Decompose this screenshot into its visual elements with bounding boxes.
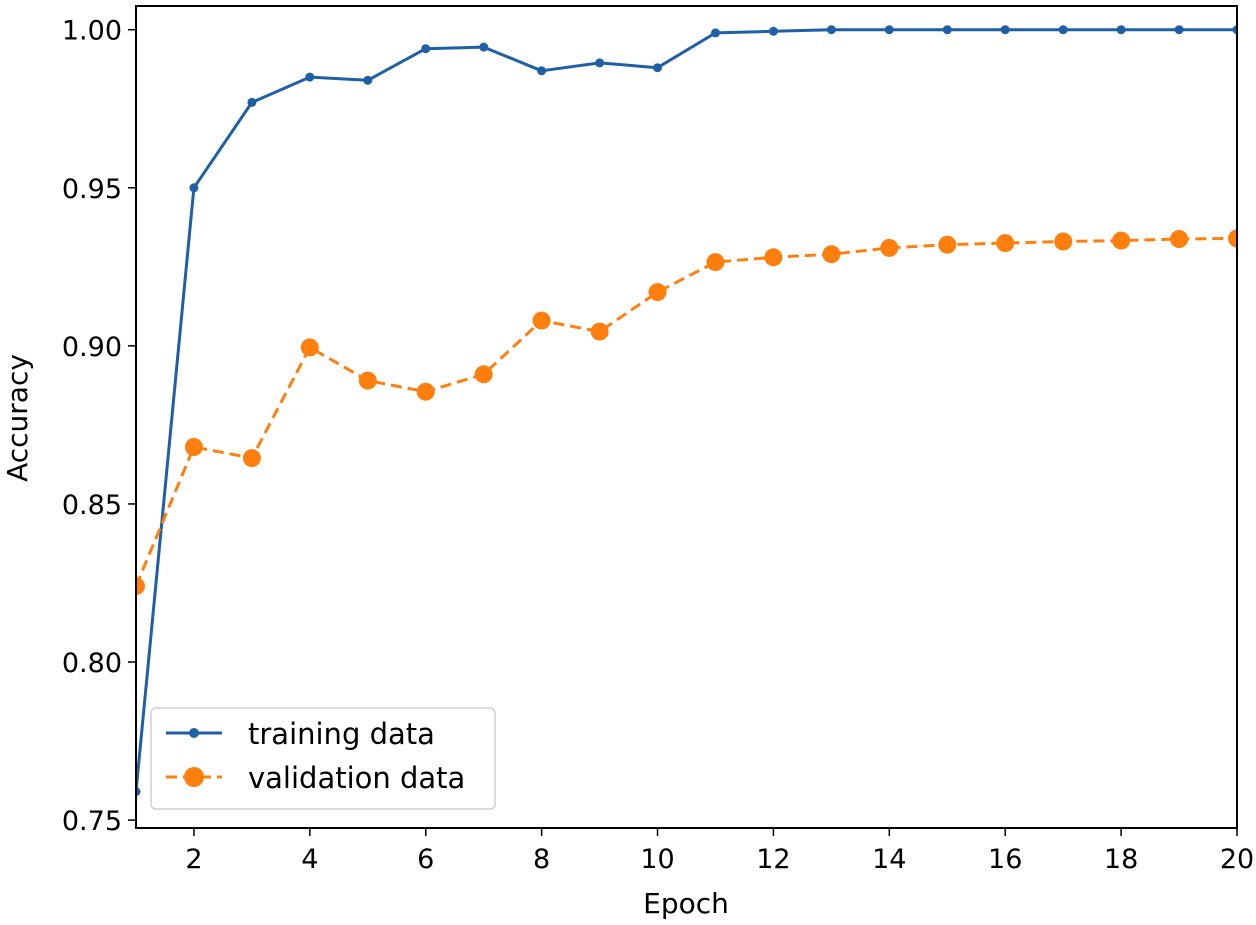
series-layer	[136, 25, 1237, 797]
validation-data-point	[996, 234, 1015, 253]
validation-data-line	[136, 236, 1237, 587]
legend: training data validation data	[150, 707, 496, 810]
training-data-point	[305, 72, 315, 82]
x-tick-label: 12	[756, 844, 790, 875]
y-tick-label: 0.80	[62, 648, 122, 679]
validation-data-point	[1170, 230, 1189, 248]
legend-validation-label: validation data	[248, 761, 465, 795]
y-tick-label: 0.85	[62, 490, 122, 521]
training-data-point	[479, 42, 489, 52]
validation-data-point	[1228, 229, 1237, 248]
x-tick-label: 14	[872, 844, 906, 875]
validation-data-point	[416, 382, 435, 401]
validation-data-point	[648, 283, 667, 302]
training-data-point	[1116, 25, 1126, 35]
training-data-point	[421, 44, 431, 54]
validation-data-point	[938, 235, 957, 254]
validation-data-point	[136, 577, 145, 596]
training-data-point	[826, 25, 836, 35]
training-data-point	[942, 25, 952, 35]
y-axis-label: Accuracy	[1, 354, 34, 482]
x-tick-label: 6	[417, 844, 434, 875]
training-data-line	[136, 28, 1237, 792]
y-axis-ticks: 0.75 0.80 0.85 0.90 0.95 1.00	[62, 16, 136, 837]
validation-data-point	[822, 245, 841, 264]
validation-data-point	[474, 365, 493, 384]
training-data-point	[1232, 25, 1237, 35]
training-data-point	[363, 75, 373, 85]
training-data-point	[884, 25, 894, 35]
validation-data-point	[764, 248, 783, 267]
x-tick-label: 4	[301, 844, 318, 875]
validation-data-point	[532, 311, 551, 330]
x-tick-label: 20	[1220, 844, 1254, 875]
training-data-point	[136, 787, 141, 797]
legend-validation-marker	[184, 767, 204, 787]
training-data-point	[653, 63, 662, 73]
x-tick-label: 18	[1104, 844, 1138, 875]
x-tick-label: 16	[988, 844, 1022, 875]
y-tick-label: 0.95	[62, 174, 122, 205]
validation-data-point	[1112, 231, 1131, 250]
validation-data-point	[184, 438, 203, 456]
validation-data-point	[242, 449, 261, 468]
training-data-point	[711, 28, 720, 38]
x-axis-label: Epoch	[643, 887, 729, 920]
training-data-point	[1174, 25, 1184, 35]
x-tick-label: 10	[640, 844, 674, 875]
training-data-point	[1000, 25, 1010, 35]
training-data-point	[595, 58, 605, 68]
validation-data-point	[880, 238, 899, 257]
training-data-point	[247, 97, 257, 107]
x-tick-label: 2	[185, 844, 202, 875]
validation-data-point	[300, 338, 319, 357]
training-data-point	[1058, 25, 1068, 35]
y-tick-label: 1.00	[62, 16, 122, 47]
validation-data-point	[706, 253, 725, 272]
x-axis-ticks: 2 4 6 8 10 12 14 16 18 20	[185, 828, 1254, 875]
validation-data-point	[590, 322, 609, 341]
training-data-point	[189, 183, 199, 193]
training-data-point	[537, 66, 547, 76]
legend-box	[150, 707, 496, 810]
validation-data-point	[1054, 232, 1073, 251]
x-tick-label: 8	[533, 844, 550, 875]
legend-training-marker	[189, 728, 199, 738]
legend-training-label: training data	[248, 717, 435, 751]
y-tick-label: 0.90	[62, 332, 122, 363]
plot-frame	[135, 5, 1238, 829]
training-data-point	[768, 26, 778, 36]
validation-data-point	[358, 371, 377, 390]
y-tick-label: 0.75	[62, 806, 122, 837]
